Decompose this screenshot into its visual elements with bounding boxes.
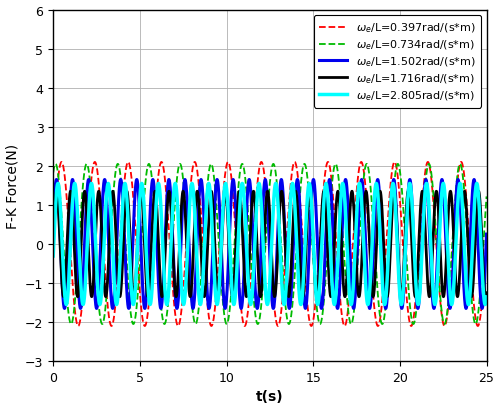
$\omega_e$/L=1.716rad/(s*m) — [384, 294, 390, 299]
$\omega_e$/L=0.397rad/(s*m) — [76, 322, 82, 327]
$\omega_e$/L=2.805rad/(s*m) — [52, 211, 58, 216]
$\omega_e$/L=1.716rad/(s*m) — [135, 225, 141, 230]
Line: $\omega_e$/L=1.716rad/(s*m): $\omega_e$/L=1.716rad/(s*m) — [53, 192, 486, 297]
$\omega_e$/L=1.502rad/(s*m) — [374, 178, 380, 182]
Y-axis label: F-K Force(N): F-K Force(N) — [6, 144, 20, 228]
$\omega_e$/L=1.502rad/(s*m) — [50, 223, 56, 228]
$\omega_e$/L=1.502rad/(s*m) — [76, 297, 82, 301]
$\omega_e$/L=0.734rad/(s*m) — [457, 162, 463, 167]
$\omega_e$/L=2.805rad/(s*m) — [68, 227, 74, 232]
$\omega_e$/L=1.716rad/(s*m) — [52, 198, 58, 203]
Line: $\omega_e$/L=1.502rad/(s*m): $\omega_e$/L=1.502rad/(s*m) — [53, 180, 486, 309]
$\omega_e$/L=0.734rad/(s*m) — [76, 238, 82, 243]
$\omega_e$/L=1.502rad/(s*m) — [460, 280, 466, 285]
$\omega_e$/L=2.805rad/(s*m) — [50, 254, 56, 259]
$\omega_e$/L=0.397rad/(s*m) — [484, 236, 490, 241]
$\omega_e$/L=2.805rad/(s*m) — [135, 228, 141, 233]
$\omega_e$/L=0.734rad/(s*m) — [68, 322, 74, 327]
$\omega_e$/L=0.397rad/(s*m) — [52, 212, 58, 217]
$\omega_e$/L=2.805rad/(s*m) — [460, 229, 466, 234]
Line: $\omega_e$/L=0.734rad/(s*m): $\omega_e$/L=0.734rad/(s*m) — [53, 164, 486, 324]
$\omega_e$/L=1.716rad/(s*m) — [68, 191, 74, 196]
$\omega_e$/L=1.502rad/(s*m) — [484, 232, 490, 237]
$\omega_e$/L=2.805rad/(s*m) — [76, 247, 82, 252]
$\omega_e$/L=0.734rad/(s*m) — [460, 182, 466, 187]
$\omega_e$/L=0.734rad/(s*m) — [262, 251, 268, 256]
$\omega_e$/L=1.502rad/(s*m) — [399, 306, 405, 311]
$\omega_e$/L=1.502rad/(s*m) — [52, 186, 58, 191]
$\omega_e$/L=1.716rad/(s*m) — [262, 219, 268, 224]
$\omega_e$/L=0.734rad/(s*m) — [484, 195, 490, 200]
$\omega_e$/L=1.502rad/(s*m) — [135, 187, 141, 192]
$\omega_e$/L=1.716rad/(s*m) — [76, 283, 82, 288]
$\omega_e$/L=0.397rad/(s*m) — [460, 169, 466, 174]
$\omega_e$/L=2.805rad/(s*m) — [272, 182, 278, 187]
$\omega_e$/L=0.734rad/(s*m) — [472, 322, 478, 327]
$\omega_e$/L=2.805rad/(s*m) — [164, 302, 170, 307]
$\omega_e$/L=0.397rad/(s*m) — [50, 242, 56, 247]
$\omega_e$/L=0.397rad/(s*m) — [58, 160, 64, 165]
$\omega_e$/L=1.716rad/(s*m) — [405, 189, 411, 194]
$\omega_e$/L=0.397rad/(s*m) — [135, 268, 141, 273]
Line: $\omega_e$/L=0.397rad/(s*m): $\omega_e$/L=0.397rad/(s*m) — [53, 162, 486, 326]
X-axis label: t(s): t(s) — [256, 389, 283, 403]
$\omega_e$/L=0.397rad/(s*m) — [68, 262, 74, 267]
$\omega_e$/L=1.502rad/(s*m) — [68, 187, 74, 191]
$\omega_e$/L=0.734rad/(s*m) — [135, 287, 141, 292]
$\omega_e$/L=1.716rad/(s*m) — [50, 237, 56, 242]
$\omega_e$/L=2.805rad/(s*m) — [484, 295, 490, 300]
$\omega_e$/L=1.716rad/(s*m) — [484, 290, 490, 295]
$\omega_e$/L=0.734rad/(s*m) — [50, 171, 56, 175]
Line: $\omega_e$/L=2.805rad/(s*m): $\omega_e$/L=2.805rad/(s*m) — [53, 184, 486, 305]
$\omega_e$/L=2.805rad/(s*m) — [262, 281, 268, 286]
$\omega_e$/L=0.397rad/(s*m) — [262, 180, 268, 184]
$\omega_e$/L=1.502rad/(s*m) — [262, 178, 268, 183]
$\omega_e$/L=0.734rad/(s*m) — [52, 162, 58, 167]
$\omega_e$/L=0.397rad/(s*m) — [442, 324, 448, 329]
$\omega_e$/L=1.716rad/(s*m) — [460, 193, 466, 198]
Legend: $\omega_e$/L=0.397rad/(s*m), $\omega_e$/L=0.734rad/(s*m), $\omega_e$/L=1.502rad/: $\omega_e$/L=0.397rad/(s*m), $\omega_e$/… — [314, 16, 481, 108]
